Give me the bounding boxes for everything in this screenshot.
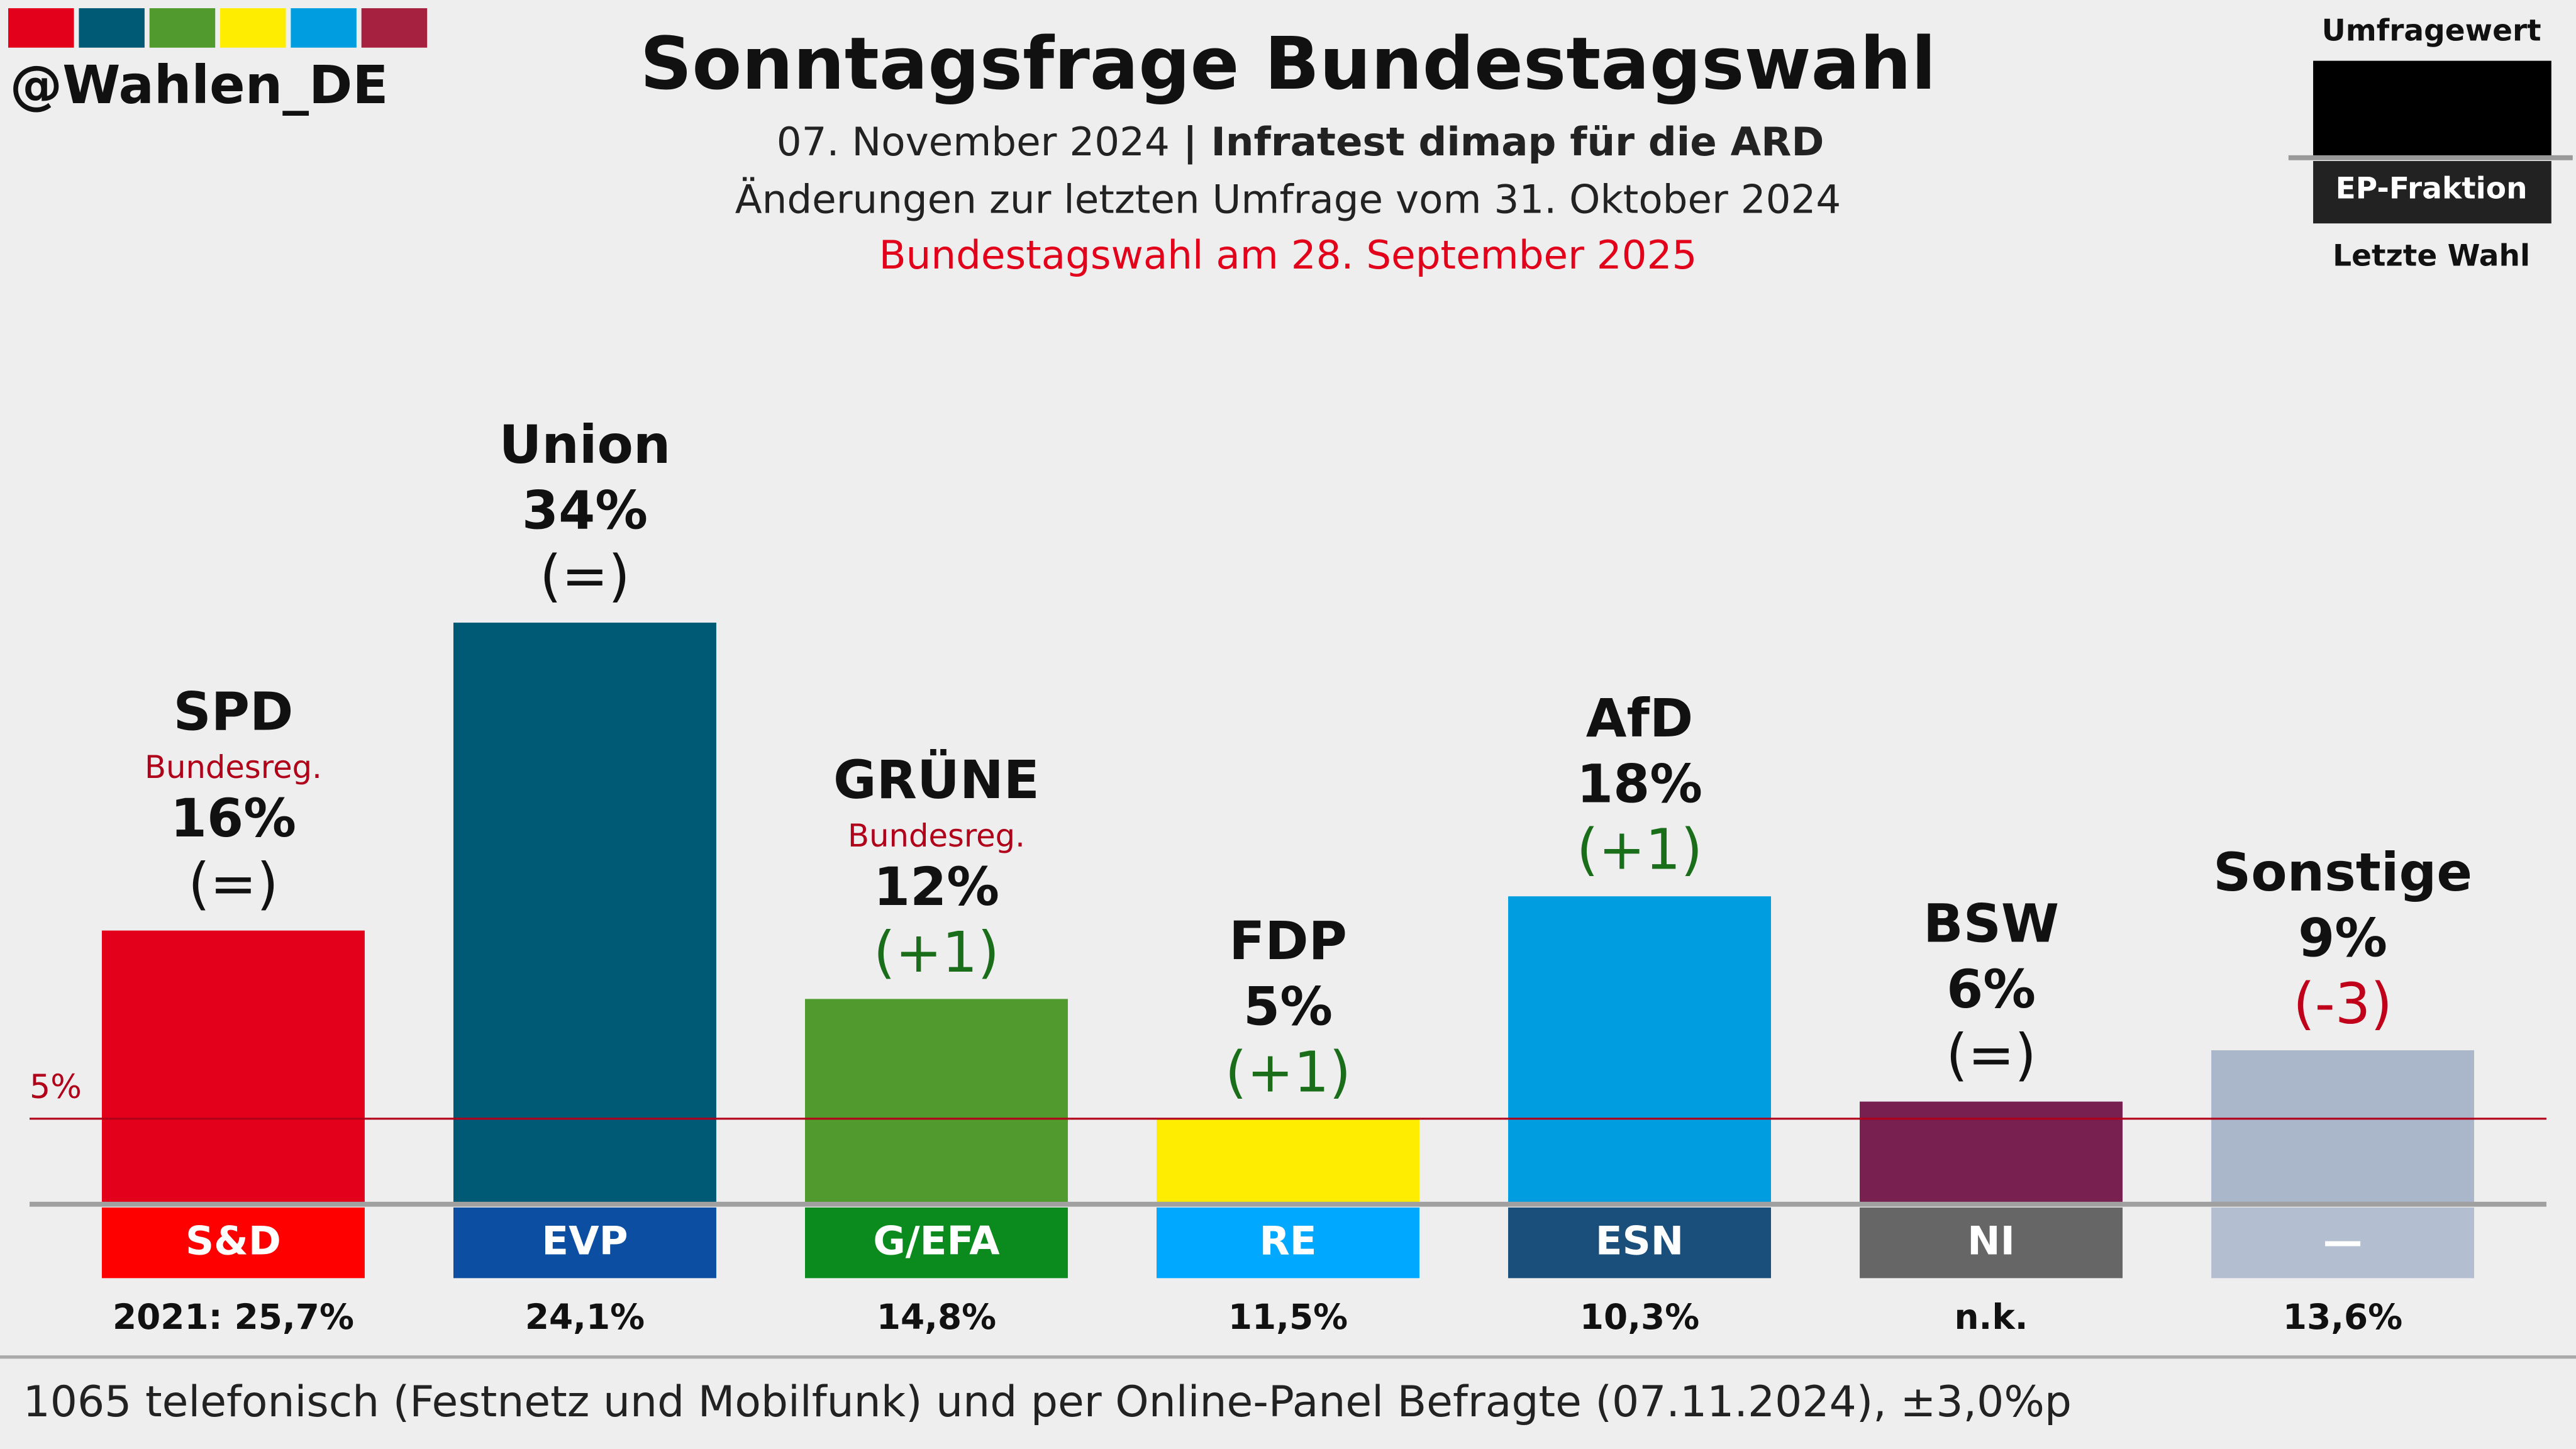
category-label: BSW: [1923, 893, 2059, 955]
change-label: (+1): [1577, 818, 1702, 882]
threshold-label: 5%: [30, 1069, 82, 1106]
category-label: GRÜNE: [833, 749, 1040, 811]
group-box: [1157, 1208, 1419, 1279]
change-label: (+1): [1225, 1040, 1351, 1104]
group-box: [453, 1208, 716, 1279]
group-box: [1508, 1208, 1771, 1279]
bar: [805, 999, 1068, 1204]
subtitle-election: Bundestagswahl am 28. September 2025: [879, 232, 1697, 278]
value-label: 34%: [522, 480, 648, 541]
handle: @Wahlen_DE: [10, 54, 389, 116]
category-label: Union: [499, 414, 670, 475]
legend-last: Letzte Wahl: [2333, 239, 2530, 274]
stripe: [361, 8, 428, 48]
group-label: NI: [1967, 1218, 2015, 1264]
change-label: (+1): [874, 920, 999, 985]
value-label: 16%: [170, 787, 296, 849]
bar: [453, 623, 716, 1204]
last-election-label: n.k.: [1954, 1297, 2028, 1337]
legend-group-box: [2313, 161, 2551, 224]
group-box: [101, 1208, 365, 1279]
value-label: 12%: [874, 856, 999, 918]
group-box: [805, 1208, 1068, 1279]
last-election-label: 13,6%: [2283, 1297, 2402, 1337]
bar: [1508, 896, 1771, 1204]
category-label: AfD: [1586, 687, 1693, 749]
last-election-label: 24,1%: [525, 1297, 645, 1337]
last-election-label: 2021: 25,7%: [113, 1297, 354, 1337]
stripe: [79, 8, 145, 48]
legend-poll: Umfragewert: [2322, 14, 2541, 48]
bar: [1860, 1101, 2123, 1204]
group-label: G/EFA: [873, 1218, 1000, 1264]
legend: Umfragewert EP-Fraktion Letzte Wahl: [2288, 14, 2573, 274]
note-label: Bundesreg.: [145, 749, 322, 786]
subtitle-changes: Änderungen zur letzten Umfrage vom 31. O…: [735, 176, 1841, 222]
chart-title: Sonntagsfrage Bundestagswahl: [640, 22, 1936, 106]
group-label: EVP: [541, 1218, 628, 1264]
value-label: 6%: [1946, 958, 2036, 1020]
stripe: [291, 8, 357, 48]
category-label: SPD: [174, 680, 294, 742]
subtitle-source: | Infratest dimap für die ARD: [1183, 119, 1824, 165]
bar: [1157, 1118, 1419, 1204]
bar: [101, 930, 365, 1204]
last-election-label: 10,3%: [1580, 1297, 1699, 1337]
group-label: ESN: [1596, 1218, 1684, 1264]
value-label: 18%: [1577, 753, 1702, 815]
group-box: [1860, 1208, 2123, 1279]
category-label: FDP: [1229, 910, 1347, 972]
last-election-label: 11,5%: [1228, 1297, 1348, 1337]
value-label: 9%: [2298, 908, 2387, 969]
bar: [2211, 1050, 2475, 1204]
footnote: 1065 telefonisch (Festnetz und Mobilfunk…: [23, 1377, 2072, 1427]
stripe: [220, 8, 286, 48]
group-label: RE: [1259, 1218, 1316, 1264]
group-box: [2211, 1208, 2475, 1279]
value-label: 5%: [1243, 975, 1333, 1037]
change-label: (=): [188, 852, 279, 916]
group-label: S&D: [186, 1218, 281, 1264]
legend-group: EP-Fraktion: [2336, 172, 2528, 206]
legend-poll-box: [2313, 60, 2551, 157]
change-label: (=): [540, 544, 630, 609]
change-label: (-3): [2293, 971, 2392, 1036]
change-label: (=): [1946, 1023, 2036, 1087]
note-label: Bundesreg.: [848, 818, 1025, 854]
stripe: [8, 8, 74, 48]
category-label: Sonstige: [2213, 841, 2472, 903]
last-election-label: 14,8%: [877, 1297, 996, 1337]
stripe: [149, 8, 216, 48]
group-label: —: [2323, 1218, 2363, 1264]
subtitle-date: 07. November 2024: [777, 119, 1170, 165]
logo-stripes: [8, 8, 428, 48]
